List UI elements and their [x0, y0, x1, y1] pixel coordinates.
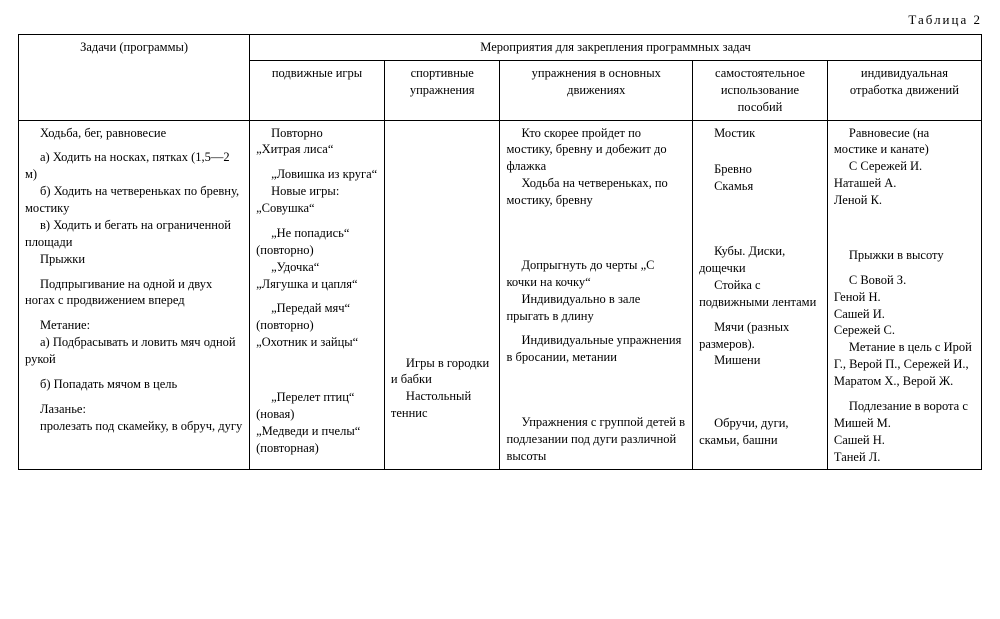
exer-p1: Кто скорее пройдет по мостику, бревну и …: [506, 125, 686, 176]
tasks-p11: пролезать под скамейку, в обруч, дугу: [25, 418, 243, 435]
games-p7: „Удочка“: [256, 259, 378, 276]
header-col4: самостоятельное использование пособий: [693, 60, 828, 120]
tasks-p7: Метание:: [25, 317, 243, 334]
indiv-p12: Сашей Н.: [834, 432, 975, 449]
cell-games: Повторно „Хитрая лиса“ „Ловишка из круга…: [250, 120, 385, 470]
self-p7: Мишени: [699, 352, 821, 369]
self-p3: Скамья: [699, 178, 821, 195]
games-p4: Новые игры:: [256, 183, 378, 200]
header-col3: упражнения в основных движениях: [500, 60, 693, 120]
self-p1: Мостик: [699, 125, 821, 142]
games-p6: „Не попадись“ (повторно): [256, 225, 378, 259]
exer-p6: Упражнения с группой детей в подлезании …: [506, 414, 686, 465]
indiv-p3: Наташей А.: [834, 175, 975, 192]
indiv-p11: Подлезание в ворота с Мишей М.: [834, 398, 975, 432]
header-col2: спортивные упражнения: [384, 60, 500, 120]
header-tasks: Задачи (программы): [19, 35, 250, 121]
indiv-p8: Сашей И.: [834, 306, 975, 323]
indiv-p4: Леной К.: [834, 192, 975, 209]
indiv-p9: Сережей С.: [834, 322, 975, 339]
games-p8: „Лягушка и цапля“: [256, 276, 378, 293]
tasks-p1: Ходьба, бег, равновесие: [25, 125, 243, 142]
cell-indiv: Равновесие (на мостике и канате) С Сереж…: [827, 120, 981, 470]
exer-p2: Ходьба на четвереньках, по мостику, брев…: [506, 175, 686, 209]
indiv-p7: Геной Н.: [834, 289, 975, 306]
exer-p5: Индивидуальные упражнения в бросании, ме…: [506, 332, 686, 366]
cell-sport: Игры в городки и бабки Настольный теннис: [384, 120, 500, 470]
games-p11: „Перелет птиц“ (новая): [256, 389, 378, 423]
self-p2: Бревно: [699, 161, 821, 178]
games-p10: „Охотник и зайцы“: [256, 334, 378, 351]
self-p5: Стойка с подвижными лентами: [699, 277, 821, 311]
table-caption: Таблица 2: [18, 12, 982, 28]
indiv-p1: Равновесие (на мостике и канате): [834, 125, 975, 159]
indiv-p5: Прыжки в высоту: [834, 247, 975, 264]
tasks-p2: а) Ходить на носках, пятках (1,5—2 м): [25, 149, 243, 183]
self-p8: Обручи, дуги, скамьи, башни: [699, 415, 821, 449]
tasks-p4: в) Ходить и бегать на ограниченной площа…: [25, 217, 243, 251]
exer-p3: Допрыгнуть до черты „С кочки на кочку“: [506, 257, 686, 291]
self-p6: Мячи (разных размеров).: [699, 319, 821, 353]
header-group: Мероприятия для закрепления программных …: [250, 35, 982, 61]
tasks-p6: Подпрыгивание на одной и двух ногах с пр…: [25, 276, 243, 310]
games-p12: „Медведи и пчелы“ (повторная): [256, 423, 378, 457]
games-p2: „Хитрая лиса“: [256, 141, 378, 158]
tasks-p5: Прыжки: [25, 251, 243, 268]
self-p4: Кубы. Диски, дощечки: [699, 243, 821, 277]
tasks-p3: б) Ходить на четвереньках по бревну, мос…: [25, 183, 243, 217]
games-p5: „Совушка“: [256, 200, 378, 217]
tasks-p8: а) Подбрасывать и ловить мяч одной рукой: [25, 334, 243, 368]
sport-p2: Настольный теннис: [391, 388, 494, 422]
indiv-p2: С Сережей И.: [834, 158, 975, 175]
games-p1: Повторно: [256, 125, 378, 142]
header-col5: индивидуальная отработка движений: [827, 60, 981, 120]
cell-self: Мостик Бревно Скамья Кубы. Диски, дощечк…: [693, 120, 828, 470]
indiv-p10: Метание в цель с Ирой Г., Верой П., Сере…: [834, 339, 975, 390]
exer-p4: Индивидуально в зале прыгать в длину: [506, 291, 686, 325]
tasks-p9: б) Попадать мячом в цель: [25, 376, 243, 393]
games-p9: „Передай мяч“ (повторно): [256, 300, 378, 334]
cell-tasks: Ходьба, бег, равновесие а) Ходить на нос…: [19, 120, 250, 470]
header-col1: подвижные игры: [250, 60, 385, 120]
games-p3: „Ловишка из круга“: [256, 166, 378, 183]
main-table: Задачи (программы) Мероприятия для закре…: [18, 34, 982, 470]
tasks-p10: Лазанье:: [25, 401, 243, 418]
indiv-p13: Таней Л.: [834, 449, 975, 466]
sport-p1: Игры в городки и бабки: [391, 355, 494, 389]
indiv-p6: С Вовой З.: [834, 272, 975, 289]
cell-exer: Кто скорее пройдет по мостику, бревну и …: [500, 120, 693, 470]
